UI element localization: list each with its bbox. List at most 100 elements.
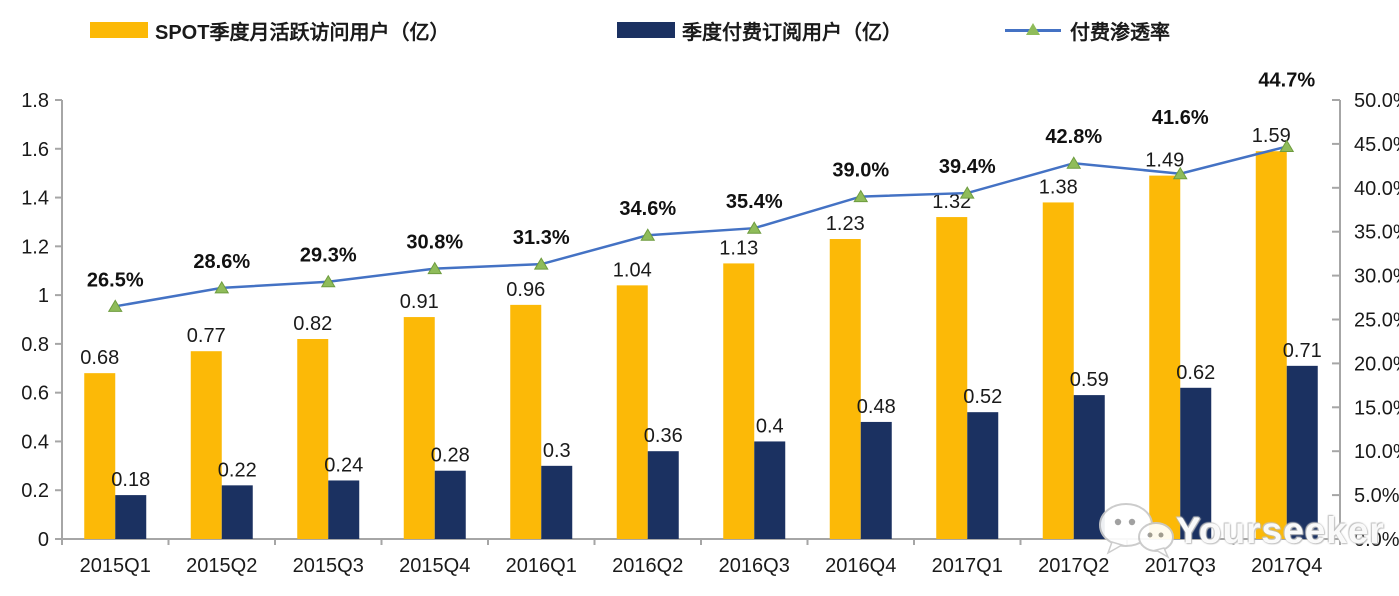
right-axis-tick-label: 45.0%: [1354, 134, 1399, 156]
mau-bar: [1255, 151, 1287, 539]
penetration-value-label: 39.4%: [939, 156, 996, 178]
left-axis-tick-label: 0.6: [21, 383, 49, 405]
x-axis-category-label: 2015Q4: [399, 555, 470, 577]
subs-bar: [1286, 365, 1318, 539]
mau-value-label: 0.96: [506, 279, 545, 301]
mau-bar: [190, 351, 222, 539]
penetration-value-label: 39.0%: [832, 160, 889, 182]
penetration-value-label: 31.3%: [513, 227, 570, 249]
penetration-value-label: 28.6%: [193, 251, 250, 273]
subs-bar: [860, 421, 892, 539]
penetration-marker-icon: [746, 221, 762, 234]
subs-value-label: 0.62: [1176, 362, 1215, 384]
subs-bar: [1073, 395, 1105, 539]
subs-value-label: 0.22: [218, 459, 257, 481]
right-axis-tick-label: 30.0%: [1354, 266, 1399, 288]
left-axis-tick-label: 0.2: [21, 480, 49, 502]
legend-label-subs: 季度付费订阅用户（亿）: [682, 21, 902, 44]
mau-value-label: 0.68: [80, 347, 119, 369]
left-axis-tick-label: 1.8: [21, 90, 49, 112]
mau-bar: [723, 263, 755, 539]
legend-item-mau: SPOT季度月活跃访问用户（亿）: [90, 16, 449, 44]
right-axis-tick-label: 20.0%: [1354, 353, 1399, 375]
mau-swatch-icon: [90, 22, 148, 38]
penetration-line: [115, 145, 1288, 308]
subs-bar: [647, 451, 679, 539]
penetration-marker-icon: [320, 274, 336, 288]
mau-value-label: 1.23: [826, 213, 865, 235]
legend-item-subs: 季度付费订阅用户（亿）: [617, 16, 902, 44]
mau-bar: [297, 339, 329, 539]
mau-bar: [1149, 175, 1181, 539]
subs-bar: [1180, 387, 1212, 539]
right-axis-tick-label: 5.0%: [1354, 485, 1399, 507]
right-axis-tick-label: 15.0%: [1354, 397, 1399, 419]
mau-bar: [616, 285, 648, 539]
mau-bar: [1042, 202, 1074, 539]
subs-value-label: 0.24: [324, 454, 363, 476]
legend-label-penetration: 付费渗透率: [1070, 21, 1170, 44]
penetration-marker-icon: [214, 280, 230, 294]
x-axis-category-label: 2016Q2: [612, 555, 683, 577]
mau-value-label: 0.77: [187, 325, 226, 347]
subs-bar: [967, 412, 999, 539]
subs-value-label: 0.36: [644, 425, 683, 447]
mau-bar: [84, 373, 116, 539]
penetration-marker-icon: [533, 257, 549, 270]
subs-value-label: 0.52: [963, 386, 1002, 408]
mau-value-label: 1.38: [1039, 176, 1078, 198]
penetration-value-label: 42.8%: [1045, 126, 1102, 148]
x-axis-category-label: 2017Q1: [932, 555, 1003, 577]
left-axis-tick-label: 0.8: [21, 334, 49, 356]
subs-bar: [434, 470, 466, 539]
line-marker-icon: [1005, 22, 1061, 38]
penetration-marker-icon: [1066, 156, 1082, 169]
subs-value-label: 0.4: [756, 415, 784, 437]
right-axis-tick-label: 35.0%: [1354, 222, 1399, 244]
penetration-value-label: 34.6%: [619, 198, 676, 220]
mau-value-label: 0.82: [293, 313, 332, 335]
subs-swatch-icon: [617, 22, 675, 38]
penetration-value-label: 41.6%: [1152, 107, 1209, 129]
mau-bar: [936, 217, 968, 540]
penetration-marker-icon: [853, 189, 869, 203]
legend-item-penetration: 付费渗透率: [1005, 16, 1170, 44]
left-axis-tick-label: 1.4: [21, 188, 49, 210]
mau-value-label: 1.04: [613, 259, 652, 281]
x-axis-category-label: 2015Q1: [80, 555, 151, 577]
penetration-value-label: 30.8%: [406, 232, 463, 254]
subs-value-label: 0.71: [1283, 340, 1322, 362]
right-axis-tick-label: 0.0%: [1354, 529, 1399, 551]
subs-value-label: 0.48: [857, 396, 896, 418]
right-axis-tick-label: 25.0%: [1354, 310, 1399, 332]
x-axis-category-label: 2016Q1: [506, 555, 577, 577]
mau-value-label: 1.59: [1252, 125, 1291, 147]
penetration-marker-icon: [107, 299, 123, 312]
penetration-marker-icon: [959, 186, 975, 199]
mau-bar: [829, 239, 861, 539]
subs-value-label: 0.28: [431, 445, 470, 467]
left-axis-tick-label: 1.2: [21, 236, 49, 258]
right-axis-tick-label: 40.0%: [1354, 178, 1399, 200]
penetration-value-label: 44.7%: [1258, 70, 1315, 92]
subs-bar: [541, 465, 573, 539]
penetration-value-label: 35.4%: [726, 191, 783, 213]
subs-value-label: 0.59: [1070, 369, 1109, 391]
x-axis-category-label: 2017Q4: [1251, 555, 1322, 577]
subs-value-label: 0.18: [111, 469, 150, 491]
left-axis-tick-label: 1.6: [21, 139, 49, 161]
subs-bar: [328, 480, 360, 539]
mau-bar: [403, 317, 435, 539]
subs-value-label: 0.3: [543, 440, 571, 462]
legend-label-mau: SPOT季度月活跃访问用户（亿）: [155, 21, 450, 44]
left-axis-tick-label: 0: [38, 529, 49, 551]
right-axis-tick-label: 10.0%: [1354, 441, 1399, 463]
penetration-marker-icon: [1279, 139, 1295, 153]
penetration-marker-icon: [427, 261, 443, 275]
mau-value-label: 1.49: [1145, 150, 1184, 172]
legend: SPOT季度月活跃访问用户（亿） 季度付费订阅用户（亿） 付费渗透率: [0, 16, 1399, 46]
x-axis-category-label: 2016Q4: [825, 555, 896, 577]
mau-bar: [510, 304, 542, 539]
